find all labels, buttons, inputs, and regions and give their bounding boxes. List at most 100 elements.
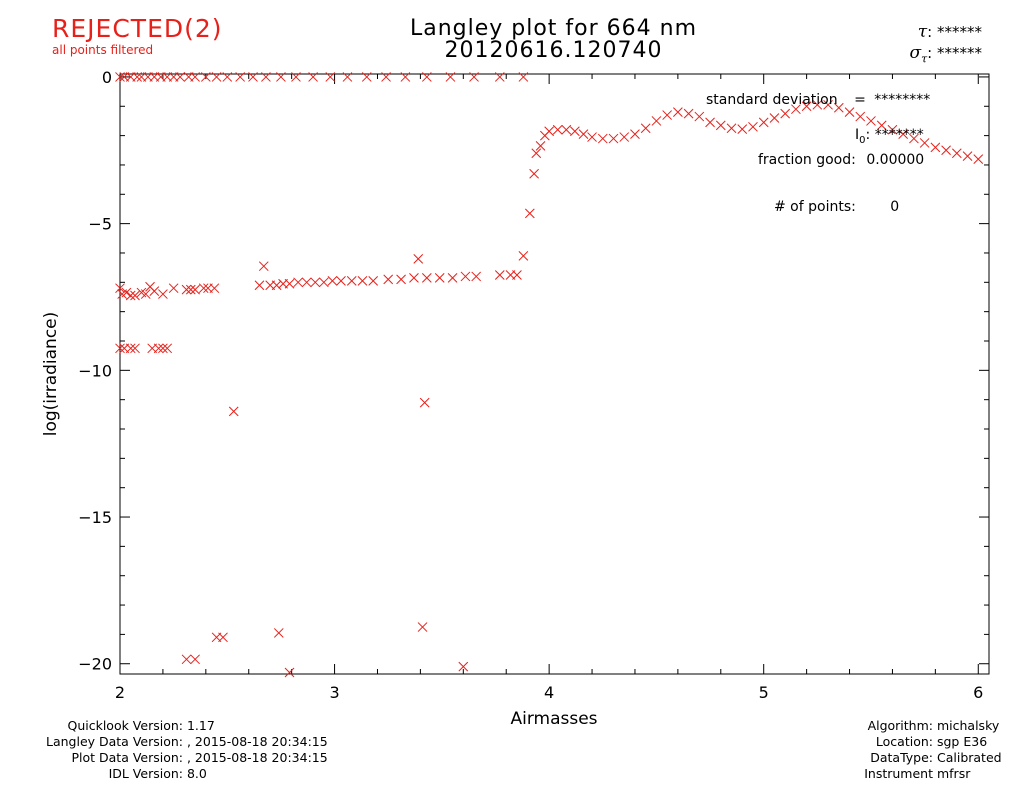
data-point [726,123,737,134]
data-point [737,124,748,135]
data-point [293,277,303,288]
y-tick-label: −20 [78,655,112,674]
data-point [673,107,683,117]
data-point [833,102,844,113]
footer-left-row: Quicklook Version: 1.17 [67,718,215,733]
data-point [780,108,791,119]
data-point [271,280,282,291]
footer-right: Algorithm: michalsky Location: sgp E36 D… [810,718,1001,782]
data-point [248,72,258,82]
data-point [458,661,469,672]
data-point [801,101,812,112]
data-point [469,72,479,82]
data-point [494,72,505,82]
data-point [153,343,164,354]
data-point [115,343,125,354]
data-point [791,104,801,115]
x-tick-label: 2 [115,683,125,702]
x-axis-label: Airmasses [510,709,597,729]
data-point [346,275,357,286]
fraction-row: fraction good: 0.00000 [758,152,924,168]
data-point [162,343,173,354]
data-point [175,72,185,82]
data-point [597,133,608,144]
data-point [368,275,379,286]
data-point [261,72,271,82]
data-point [149,286,160,296]
data-point [158,289,168,299]
data-point [209,283,220,294]
std-row: standard deviation = ******** [706,92,930,108]
data-point [683,108,694,119]
data-point [876,120,887,131]
data-point [130,290,140,301]
footer-left-row: IDL Version: 8.0 [108,766,207,781]
status-label: REJECTED(2) [52,14,223,43]
footer-right-row: Location: sgp E36 [875,734,988,749]
data-point [310,277,321,288]
data-point [130,343,140,354]
data-point [190,72,200,82]
data-point [973,154,984,164]
data-point [357,275,368,286]
footer-right-row: Instrument mfrsr [864,766,971,781]
data-point [608,133,619,144]
data-point [705,117,715,128]
plot-frame [119,73,990,675]
data-point [662,110,673,120]
footer-right-row: Algorithm: michalsky [867,718,1000,733]
data-point [140,289,151,299]
data-point [561,124,572,135]
data-point [552,124,563,135]
y-tick-label: 0 [102,68,112,87]
data-point [383,274,394,285]
data-point [158,343,168,354]
footer-left-row: Plot Data Version: , 2015-08-18 20:34:15 [71,750,328,765]
x-tick-label: 6 [973,683,983,702]
data-point [460,271,471,282]
data-point [115,72,125,82]
data-point [619,132,630,142]
data-point [325,72,336,82]
data-point [258,261,269,272]
data-point [748,121,758,132]
data-point [544,126,554,137]
sigma-tau-readout: στ: ****** [909,43,982,66]
data-point [640,123,651,134]
data-point [823,99,833,110]
data-point [570,126,580,137]
data-point [844,107,855,117]
data-point [941,145,951,156]
data-point [651,116,662,126]
data-point [342,72,353,82]
data-point [327,275,338,286]
fraction-label: fraction good: [758,152,856,168]
data-point [524,208,535,219]
data-point [578,129,589,140]
data-point [930,142,941,153]
data-point [181,654,192,665]
i0-label: I [855,127,860,143]
data-point [273,628,284,638]
tau-readout: τ: ****** [917,22,982,42]
data-point [962,151,973,162]
data-point [235,72,246,82]
y-tick-label: −5 [88,215,112,234]
x-tick-label: 5 [759,683,769,702]
data-point [512,270,522,280]
tau-symbol: τ [917,22,928,42]
points-value: 0 [890,199,900,215]
data-point [121,287,132,298]
data-point [218,632,228,643]
data-point [308,72,318,82]
data-point [190,284,200,295]
std-label: standard deviation [706,92,838,108]
data-point [866,116,876,126]
data-point [400,72,411,82]
data-point [587,132,597,142]
data-point [421,72,432,82]
data-point [361,72,372,82]
chart-title: Langley plot for 664 nm [409,16,698,41]
i0-sub: 0 [859,134,866,146]
